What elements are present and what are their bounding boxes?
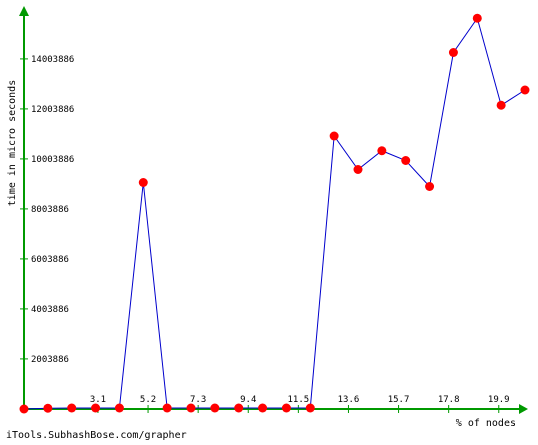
data-point <box>91 403 101 413</box>
data-point <box>234 403 244 413</box>
data-point <box>472 13 482 23</box>
data-point <box>67 403 77 413</box>
x-tick-label: 9.4 <box>240 395 256 405</box>
x-tick-label: 19.9 <box>488 395 510 405</box>
x-axis-arrow <box>519 404 528 414</box>
data-point <box>43 403 53 413</box>
y-tick-label: 6003886 <box>31 255 69 265</box>
data-point <box>162 403 172 413</box>
data-point <box>19 404 29 414</box>
x-tick-label: 3.1 <box>90 395 106 405</box>
data-point <box>138 178 148 187</box>
data-point <box>210 403 220 413</box>
data-point <box>425 182 435 191</box>
data-point <box>186 403 196 413</box>
y-axis-title: time in micro seconds <box>7 80 18 206</box>
data-point <box>258 403 268 413</box>
series-line <box>23 17 526 410</box>
y-tick-label: 14003886 <box>31 55 74 65</box>
y-tick-label: 12003886 <box>31 105 74 115</box>
x-tick-label: 15.7 <box>388 395 410 405</box>
data-point <box>329 131 339 141</box>
series <box>19 13 530 414</box>
x-tick-label: 17.8 <box>438 395 460 405</box>
data-point <box>520 85 530 95</box>
x-tick-label: 5.2 <box>140 395 156 405</box>
x-tick-label: 13.6 <box>338 395 360 405</box>
data-point <box>353 165 363 174</box>
x-axis-title: % of nodes <box>456 418 516 429</box>
x-tick-label: 11.5 <box>288 395 310 405</box>
footer-credit: iTools.SubhashBose.com/grapher <box>6 430 187 441</box>
data-point <box>448 48 458 57</box>
y-tick-label: 2003886 <box>31 355 69 365</box>
data-point <box>114 403 124 413</box>
ticks: 3.1 5.2 7.3 9.4 11.5 13.6 15.7 17.8 19.9 2003886 4… <box>20 55 510 413</box>
y-tick-label: 10003886 <box>31 155 74 165</box>
data-point <box>377 146 387 156</box>
data-point <box>496 100 506 110</box>
y-axis-arrow <box>19 6 29 16</box>
data-point <box>281 403 291 413</box>
y-tick-label: 4003886 <box>31 305 69 315</box>
data-point <box>305 403 315 413</box>
data-point <box>401 156 411 165</box>
axes <box>19 6 528 414</box>
x-tick-label: 7.3 <box>190 395 206 405</box>
y-tick-label: 8003886 <box>31 205 69 215</box>
